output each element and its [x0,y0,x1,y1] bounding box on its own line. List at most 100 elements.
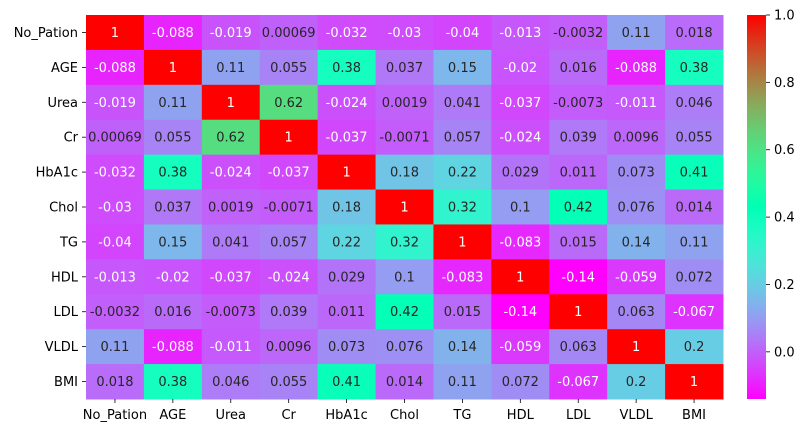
heatmap-cell [201,189,261,225]
cell-value-label: 1 [227,96,235,111]
cell-value-label: -0.019 [210,26,252,41]
heatmap-cell [375,294,434,330]
colorbar-tick-label: 0.0 [774,345,795,360]
heatmap-cell [86,49,145,86]
heatmap-cell [317,224,377,260]
heatmap-cell [86,84,145,121]
heatmap-cell [665,259,724,295]
x-tick-label: LDL [566,408,591,423]
cell-value-label: -0.037 [499,96,541,111]
heatmap-cell [201,154,261,191]
cell-value-label: 0.42 [564,201,593,216]
heatmap-cell [665,329,724,365]
heatmap-cell [201,84,261,121]
heatmap-cell [549,364,608,400]
cell-value-label: 1 [632,340,640,355]
cell-value-label: 0.2 [684,340,705,355]
cell-value-label: -0.0032 [553,26,603,41]
heatmap-cell [375,15,434,51]
x-tick-label: HDL [507,408,535,423]
cell-value-label: -0.0071 [264,201,314,216]
cell-value-label: 0.0019 [382,96,428,111]
cell-value-label: -0.032 [94,166,136,181]
cell-value-label: -0.024 [499,131,541,146]
heatmap-cell [259,294,319,330]
cell-value-label: 1 [285,131,293,146]
heatmap-cell [549,189,608,225]
cell-value-label: -0.0073 [206,305,256,320]
cell-value-label: -0.024 [268,270,310,285]
cell-value-label: 0.41 [332,375,361,390]
heatmap-cell [143,119,203,156]
cell-value-label: 0.11 [448,375,477,390]
heatmap-cell [665,119,724,156]
heatmap-cell [607,119,666,156]
heatmap-cell [549,15,608,51]
heatmap-cell [607,329,666,365]
y-tick-label: VLDL [45,340,79,355]
heatmap-cell [259,224,319,260]
cell-value-label: -0.037 [210,270,252,285]
cell-value-label: 0.18 [390,166,419,181]
cell-value-label: 0.055 [154,131,191,146]
heatmap-cell [491,119,550,156]
heatmap-cell [86,329,145,365]
cell-value-label: 0.046 [675,96,712,111]
cell-value-label: 1 [342,166,350,181]
cell-value-label: -0.14 [503,305,537,320]
x-tick-label: Cr [281,408,296,423]
heatmap-cell [143,84,203,121]
heatmap-cell [201,329,261,365]
colorbar-tick-label: 1.0 [774,9,795,24]
heatmap-cell [259,15,319,51]
heatmap-cell [607,15,666,51]
cell-value-label: 0.32 [390,235,419,250]
heatmap-cell [375,329,434,365]
cell-value-label: -0.024 [210,166,252,181]
cell-value-label: 0.018 [96,375,133,390]
x-tick-label: BMI [682,408,706,423]
heatmap-cell [549,294,608,330]
cell-value-label: 0.015 [444,305,481,320]
cell-value-label: 0.00069 [262,26,316,41]
heatmap-cell [143,189,203,225]
heatmap-annotations: 1 -0.088 -0.019 0.00069 -0.032 -0.03 -0.04 -0.0… [88,26,715,390]
cell-value-label: 0.11 [622,26,651,41]
cell-value-label: 0.072 [502,375,539,390]
heatmap-cell [317,259,377,295]
cell-value-label: -0.02 [156,270,190,285]
cell-value-label: 0.14 [448,340,477,355]
cell-value-label: -0.03 [388,26,422,41]
heatmap-cell [607,154,666,191]
heatmap-cell [665,364,724,400]
colorbar: 0.0 0.2 0.4 0.6 0.8 1.0 [747,9,795,399]
heatmap-cell [375,224,434,260]
heatmap-cell [143,259,203,295]
y-tick-label: HDL [51,270,79,285]
heatmap-cell [317,329,377,365]
cell-value-label: 1 [574,305,582,320]
x-tick-label: VLDL [619,408,653,423]
cell-value-label: 0.011 [328,305,365,320]
heatmap-cell [201,294,261,330]
colorbar-tick-label: 0.8 [774,76,795,91]
cell-value-label: -0.088 [94,61,136,76]
heatmap-cell [491,84,550,121]
heatmap-cell [433,224,492,260]
heatmap-cell [259,189,319,225]
cell-value-label: 0.15 [448,61,477,76]
heatmap-cells [86,15,724,400]
heatmap-cell [86,364,145,400]
cell-value-label: 1 [400,201,408,216]
y-axis: No_Pation AGE Urea Cr HbA1c Chol TG HDL LDL VLDL B… [14,26,86,390]
heatmap-cell [201,224,261,260]
cell-value-label: 0.0096 [266,340,312,355]
heatmap-cell [665,49,724,86]
heatmap-cell [549,119,608,156]
cell-value-label: 0.029 [502,166,539,181]
heatmap-cell [86,259,145,295]
heatmap-cell [433,84,492,121]
cell-value-label: 0.073 [328,340,365,355]
heatmap-cell [433,189,492,225]
heatmap-cell [433,294,492,330]
